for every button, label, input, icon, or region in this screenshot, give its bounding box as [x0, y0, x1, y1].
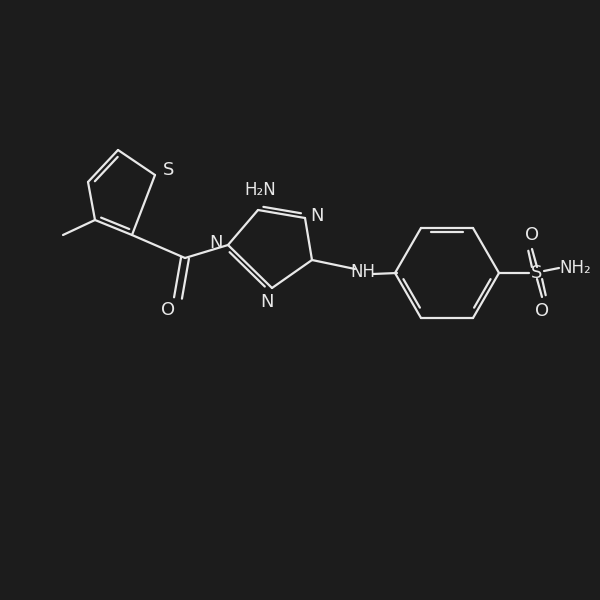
Text: O: O [161, 301, 175, 319]
Text: N: N [209, 234, 223, 252]
Text: NH₂: NH₂ [559, 259, 591, 277]
Text: S: S [532, 264, 542, 282]
Text: H₂N: H₂N [244, 181, 276, 199]
Text: O: O [535, 302, 549, 320]
Text: N: N [310, 207, 324, 225]
Text: N: N [260, 293, 274, 311]
Text: S: S [163, 161, 175, 179]
Text: NH: NH [350, 263, 376, 281]
Text: O: O [525, 226, 539, 244]
